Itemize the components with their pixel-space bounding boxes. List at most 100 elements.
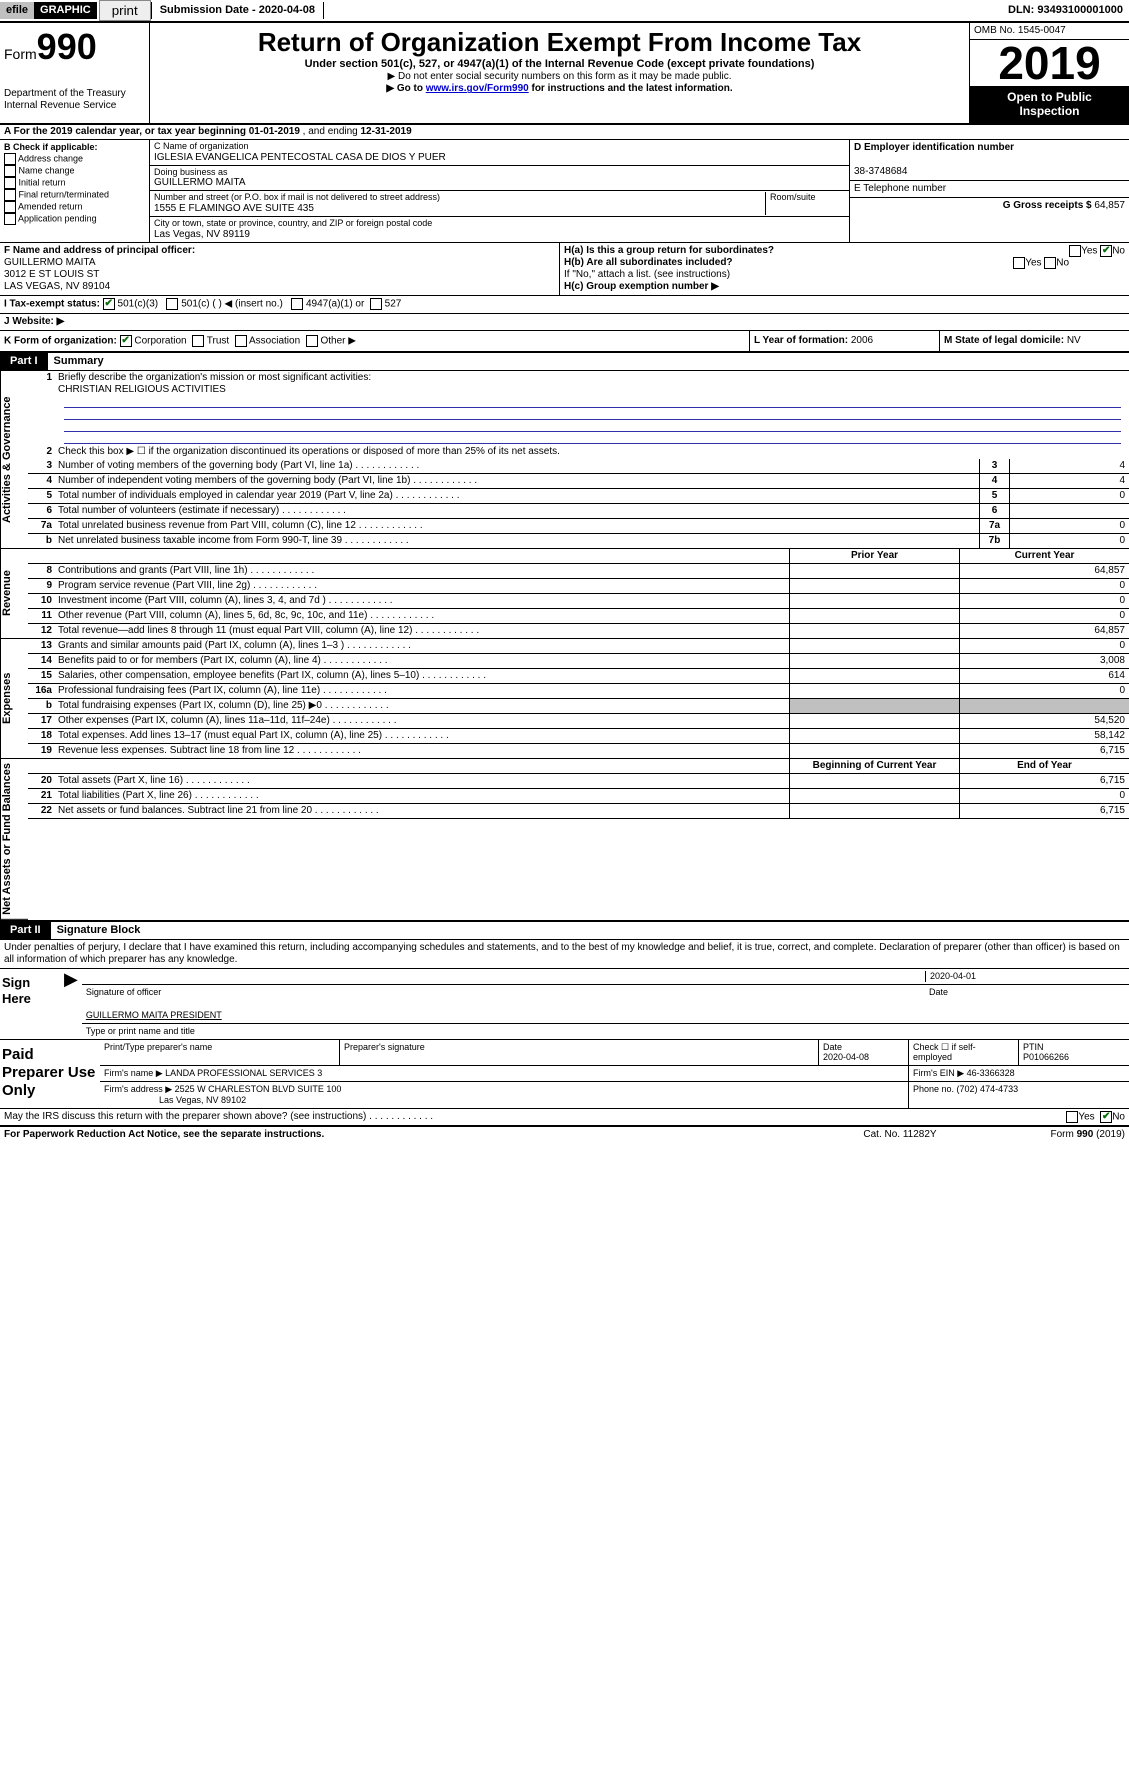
city-value: Las Vegas, NV 89119	[154, 229, 845, 241]
period-begin: 01-01-2019	[249, 126, 300, 137]
dln: DLN: 93493100001000	[1002, 2, 1129, 19]
line2-text: Check this box ▶ ☐ if the organization d…	[56, 445, 1129, 459]
line1-value: CHRISTIAN RELIGIOUS ACTIVITIES	[58, 384, 226, 395]
summary-line: 9Program service revenue (Part VIII, lin…	[28, 579, 1129, 594]
fh-row: F Name and address of principal officer:…	[0, 243, 1129, 296]
firm-name: LANDA PROFESSIONAL SERVICES 3	[165, 1068, 322, 1078]
summary-line: 12Total revenue—add lines 8 through 11 (…	[28, 624, 1129, 639]
typed-name: GUILLERMO MAITA PRESIDENT	[86, 1010, 222, 1020]
opt-corp: Corporation	[134, 335, 186, 346]
chk-corp	[120, 335, 132, 347]
print-button[interactable]: print	[99, 0, 151, 21]
summary-line: 4Number of independent voting members of…	[28, 474, 1129, 489]
summary-line: 20Total assets (Part X, line 16)6,715	[28, 774, 1129, 789]
part1-header: Part I Summary	[0, 353, 1129, 371]
date-label: Date	[925, 987, 1125, 998]
col-f: F Name and address of principal officer:…	[0, 243, 560, 295]
firm-ein-label: Firm's EIN ▶	[913, 1068, 967, 1078]
arrow-icon: ▶	[60, 969, 82, 1038]
irs-label: Internal Revenue Service	[4, 100, 145, 112]
summary-line: 8Contributions and grants (Part VIII, li…	[28, 564, 1129, 579]
gross-value: 64,857	[1094, 200, 1125, 211]
line1-label: Briefly describe the organization's miss…	[58, 372, 371, 383]
discuss-row: May the IRS discuss this return with the…	[0, 1109, 1129, 1127]
summary-line: 15Salaries, other compensation, employee…	[28, 669, 1129, 684]
part2-title: Signature Block	[51, 922, 147, 939]
form-prefix: Form	[4, 46, 37, 62]
chk-initial-return[interactable]: Initial return	[4, 177, 145, 189]
opt-assoc: Association	[249, 335, 300, 346]
inspect-line2: Inspection	[1019, 104, 1079, 118]
discuss-no-check	[1100, 1111, 1112, 1123]
inspect-line1: Open to Public	[1007, 90, 1092, 104]
row-a-period: A For the 2019 calendar year, or tax yea…	[0, 125, 1129, 140]
opt-527: 527	[385, 299, 402, 310]
open-inspection: Open to Public Inspection	[970, 86, 1129, 123]
submission-date: Submission Date - 2020-04-08	[151, 2, 324, 19]
ha-no-check	[1100, 245, 1112, 257]
col-k: K Form of organization: Corporation Trus…	[0, 331, 749, 352]
website-label: J Website: ▶	[4, 316, 64, 327]
chk-501c3	[103, 298, 115, 310]
part1-bar: Part I	[0, 353, 48, 370]
summary-line: 6Total number of volunteers (estimate if…	[28, 504, 1129, 519]
city-label: City or town, state or province, country…	[154, 218, 845, 229]
org-name-label: C Name of organization	[154, 141, 845, 152]
chk-address-change[interactable]: Address change	[4, 153, 145, 165]
opt-501c3: 501(c)(3)	[118, 299, 159, 310]
page-footer: For Paperwork Reduction Act Notice, see …	[0, 1127, 1129, 1143]
hb-no: No	[1056, 258, 1069, 269]
pp-phone-label: Phone no.	[913, 1084, 957, 1094]
side-revenue: Revenue	[0, 549, 28, 639]
chk-amended[interactable]: Amended return	[4, 201, 145, 213]
tax-status-label: I Tax-exempt status:	[4, 299, 100, 310]
ein-label: D Employer identification number	[854, 142, 1014, 153]
ein-value: 38-3748684	[854, 166, 907, 177]
year-form-label: L Year of formation:	[754, 335, 851, 346]
addr-value: 1555 E FLAMINGO AVE SUITE 435	[154, 203, 765, 215]
chk-name-change[interactable]: Name change	[4, 165, 145, 177]
hb-yes: Yes	[1025, 258, 1041, 269]
goto-pre: ▶ Go to	[386, 83, 425, 94]
opt-4947: 4947(a)(1) or	[306, 299, 364, 310]
opt-501c: 501(c) ( ) ◀ (insert no.)	[181, 299, 283, 310]
opt-other: Other ▶	[320, 335, 355, 346]
period-mid: , and ending	[303, 126, 361, 137]
pp-sig-label: Preparer's signature	[340, 1040, 819, 1066]
summary-line: 17Other expenses (Part IX, column (A), l…	[28, 714, 1129, 729]
form-title: Return of Organization Exempt From Incom…	[154, 25, 965, 58]
summary-line: 21Total liabilities (Part X, line 26)0	[28, 789, 1129, 804]
chk-app-pending[interactable]: Application pending	[4, 213, 145, 225]
pp-check-label: Check ☐ if self-employed	[909, 1040, 1019, 1066]
footer-right: Form 990 (2019)	[975, 1129, 1125, 1141]
form990-link[interactable]: www.irs.gov/Form990	[426, 83, 529, 94]
graphic-label: GRAPHIC	[34, 2, 97, 19]
pp-phone: (702) 474-4733	[957, 1084, 1019, 1094]
summary-line: bTotal fundraising expenses (Part IX, co…	[28, 699, 1129, 714]
officer-addr1: 3012 E ST LOUIS ST	[4, 269, 99, 280]
part1-title: Summary	[48, 353, 110, 370]
ptin-value: P01066266	[1023, 1052, 1069, 1062]
discuss-yes: Yes	[1078, 1111, 1094, 1122]
summary-line: 11Other revenue (Part VIII, column (A), …	[28, 609, 1129, 624]
officer-addr2: LAS VEGAS, NV 89104	[4, 281, 110, 292]
form-header: Form990 Department of the Treasury Inter…	[0, 23, 1129, 125]
summary-line: 10Investment income (Part VIII, column (…	[28, 594, 1129, 609]
submission-date-value: 2020-04-08	[259, 4, 315, 16]
chk-final-return[interactable]: Final return/terminated	[4, 189, 145, 201]
dln-label: DLN:	[1008, 4, 1037, 16]
form-990: 990	[37, 26, 97, 67]
pp-name-label: Print/Type preparer's name	[100, 1040, 340, 1066]
col-h: H(a) Is this a group return for subordin…	[560, 243, 1129, 295]
summary-line: 7aTotal unrelated business revenue from …	[28, 519, 1129, 534]
header-left: Form990 Department of the Treasury Inter…	[0, 23, 150, 123]
goto-post: for instructions and the latest informat…	[529, 83, 733, 94]
header-right: OMB No. 1545-0047 2019 Open to Public In…	[969, 23, 1129, 123]
firm-name-label: Firm's name ▶	[104, 1068, 165, 1078]
org-name: IGLESIA EVANGELICA PENTECOSTAL CASA DE D…	[154, 152, 845, 164]
summary-line: 14Benefits paid to or for members (Part …	[28, 654, 1129, 669]
summary-line: 13Grants and similar amounts paid (Part …	[28, 639, 1129, 654]
hdr-current-year: Current Year	[959, 549, 1129, 563]
hdr-prior-year: Prior Year	[789, 549, 959, 563]
summary-line: 18Total expenses. Add lines 13–17 (must …	[28, 729, 1129, 744]
